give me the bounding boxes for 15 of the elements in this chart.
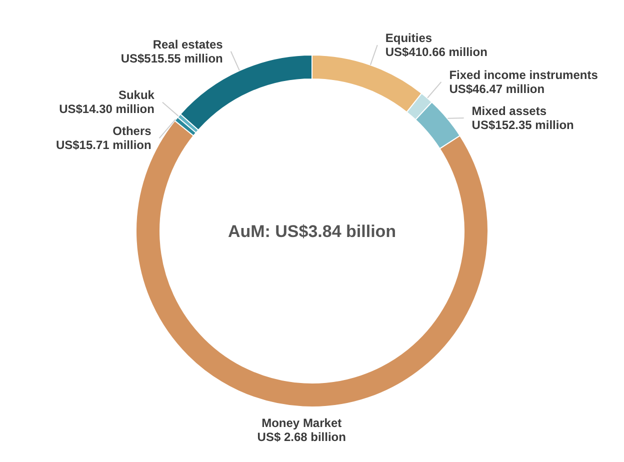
data-label: US$46.47 million <box>449 82 545 96</box>
slice-label: Others <box>112 124 152 138</box>
text: AuM: US$3.84 billion <box>228 222 396 241</box>
data-label: US$ 2.68 billion <box>257 430 346 444</box>
slice-label: Real estates <box>152 37 224 52</box>
slice-label: Sukuk <box>118 88 155 102</box>
slice-label: Money Market <box>262 416 342 430</box>
slice-label: Mixed assets <box>472 104 547 118</box>
data-label: US$152.35 million <box>472 118 574 132</box>
slice-label: Equities <box>385 31 432 46</box>
data-label: US$15.71 million <box>56 138 152 152</box>
data-label: US$410.66 million <box>385 45 488 60</box>
data-label: US$14.30 million <box>59 102 154 116</box>
slice-label: Fixed income instruments <box>449 68 598 82</box>
data-label: US$515.55 million <box>120 51 223 66</box>
